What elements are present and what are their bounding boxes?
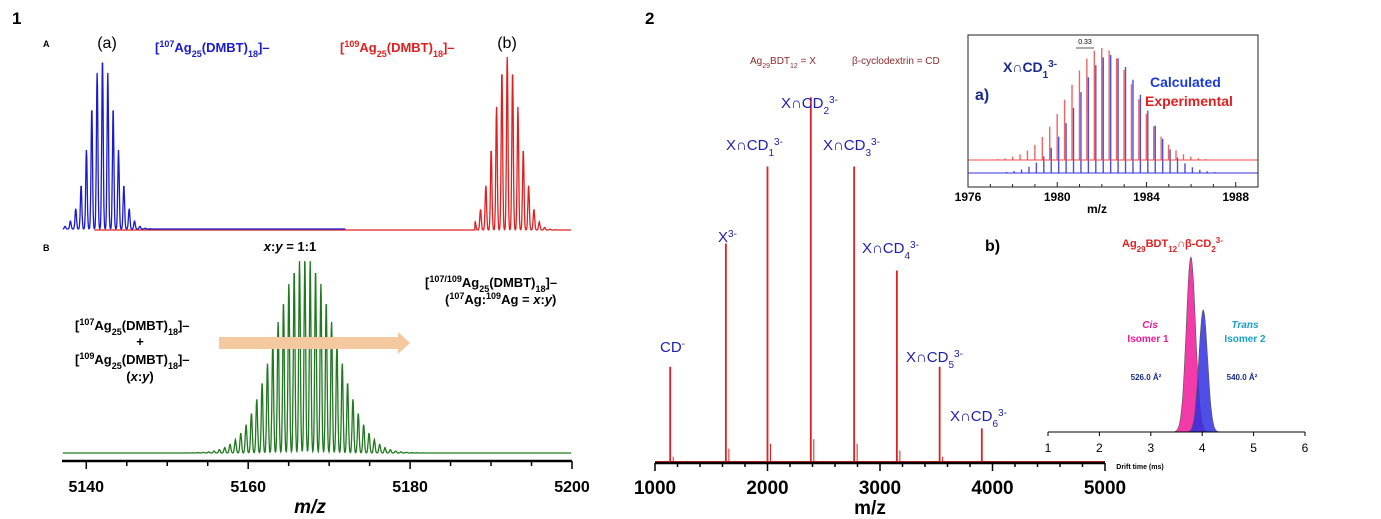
- peak-label: CD-: [660, 339, 685, 357]
- x-axis-label-2a: m/z: [1087, 202, 1107, 216]
- series-calculated: [968, 55, 1258, 174]
- peak-label: X∩CD53-: [906, 349, 963, 371]
- legend-calculated: Calculated: [1150, 74, 1221, 90]
- label-a: (a): [97, 35, 117, 52]
- ratio-annotation: x:y = 1:1: [263, 239, 316, 254]
- trans-ccs: 540.0 Å²: [1227, 373, 1258, 382]
- inset-2a-letter: a): [975, 87, 989, 104]
- peak-label: X∩CD63-: [950, 408, 1007, 430]
- isotope-spacing: 0.33: [1078, 39, 1092, 46]
- tick-label: 4000: [971, 478, 1013, 499]
- tick-label: 6: [1302, 441, 1309, 455]
- tick-label: 4: [1199, 441, 1206, 455]
- x-ticks-1: 5140 5160 5180 5200: [68, 461, 590, 496]
- isomer1-label: Isomer 1: [1127, 334, 1169, 345]
- tick-label: 1000: [634, 478, 676, 499]
- tick-label: 1976: [955, 190, 982, 204]
- tick-label: 1: [1045, 441, 1052, 455]
- legend-x: Ag29BDT12 = X: [750, 56, 816, 70]
- x-axis-label-1: m/z: [294, 497, 326, 518]
- peak-label: X∩CD23-: [781, 95, 838, 117]
- cis-label: Cis: [1142, 320, 1158, 331]
- tick-label: 5: [1250, 441, 1257, 455]
- tick-label: 3: [1147, 441, 1154, 455]
- reaction-arrow: [219, 332, 410, 354]
- peak-labels-2: CD- X3- X∩CD13- X∩CD23- X∩CD33- X∩CD43- X∩CD53…: [660, 95, 1007, 430]
- panel-number-1: 1: [12, 9, 21, 28]
- plus-sign: +: [136, 334, 144, 349]
- peak-label: X∩CD33-: [823, 137, 880, 159]
- series-mixed-line: [62, 261, 572, 454]
- peaks-2: [655, 97, 1105, 463]
- reactant-107ag: [107Ag25(DMBT)18]–: [75, 317, 190, 337]
- tick-label: 1988: [1222, 190, 1249, 204]
- label-b: (b): [497, 35, 517, 52]
- peak-label: X∩CD13-: [726, 137, 783, 159]
- tick-label: 3000: [859, 478, 901, 499]
- series-107ag-line: [62, 62, 346, 230]
- isomer2-label: Isomer 2: [1224, 334, 1266, 345]
- x-axis-label-2: m/z: [854, 498, 886, 519]
- tick-label: 5140: [68, 479, 104, 496]
- trans-peak: [1185, 309, 1221, 433]
- inset-2b: [1172, 256, 1221, 433]
- reactant-109ag: [109Ag25(DMBT)18]–: [75, 351, 190, 371]
- reactant-ratio: (x:y): [126, 369, 154, 384]
- inset-2a: [968, 48, 1258, 174]
- formula-107ag: [107Ag25(DMBT)18]–: [155, 39, 270, 59]
- inset-2b-title: Ag29BDT12∩β-CD23-: [1122, 236, 1223, 254]
- series-experimental: [968, 48, 1258, 161]
- series-109ag-line: [94, 56, 571, 231]
- x-ticks-2: 1000 2000 3000 4000 5000: [634, 463, 1126, 499]
- spectrum-1b: [62, 261, 572, 454]
- panel-number-2: 2: [645, 9, 654, 28]
- inset-2b-letter: b): [985, 238, 1000, 255]
- peak-label: X3-: [718, 229, 737, 247]
- trans-label: Trans: [1231, 320, 1258, 331]
- cis-ccs: 526.0 Å²: [1131, 373, 1162, 382]
- panel-letter-a: A: [43, 39, 50, 49]
- x-ticks-2a: 1976 1980 1984 1988: [955, 182, 1249, 204]
- product-note: (107Ag:109Ag = x:y): [445, 291, 556, 307]
- tick-label: 1984: [1133, 190, 1160, 204]
- legend-experimental: Experimental: [1145, 93, 1233, 109]
- tick-label: 5180: [392, 479, 428, 496]
- tick-label: 5160: [230, 479, 266, 496]
- inset-2a-frame: [967, 34, 1259, 188]
- x-axis-label-2b: Drift time (ms): [1116, 464, 1163, 471]
- panel-letter-b: B: [43, 243, 50, 253]
- tick-label: 5000: [1084, 478, 1126, 499]
- tick-label: 2: [1096, 441, 1103, 455]
- tick-label: 5200: [554, 479, 590, 496]
- x-ticks-2b: 1 2 3 4 5 6: [1045, 432, 1309, 455]
- formula-109ag: [109Ag25(DMBT)18]–: [340, 39, 455, 59]
- tick-label: 2000: [746, 478, 788, 499]
- legend-cd: β-cyclodextrin = CD: [852, 56, 940, 67]
- spectrum-1a: [62, 56, 571, 231]
- peak-label: X∩CD43-: [862, 240, 919, 262]
- tick-label: 1980: [1044, 190, 1071, 204]
- inset-2a-species: X∩CD13-: [1003, 59, 1057, 81]
